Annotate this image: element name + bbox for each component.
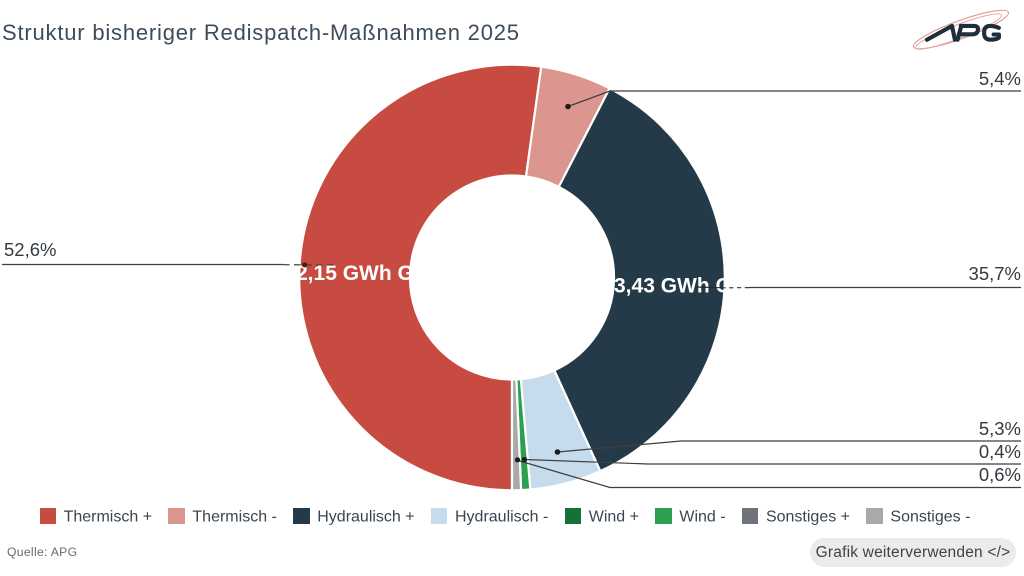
- svg-text:2,15 GWh GWh: 2,15 GWh GWh: [296, 262, 447, 285]
- svg-text:3,43 GWh GWh: 3,43 GWh GWh: [614, 275, 765, 298]
